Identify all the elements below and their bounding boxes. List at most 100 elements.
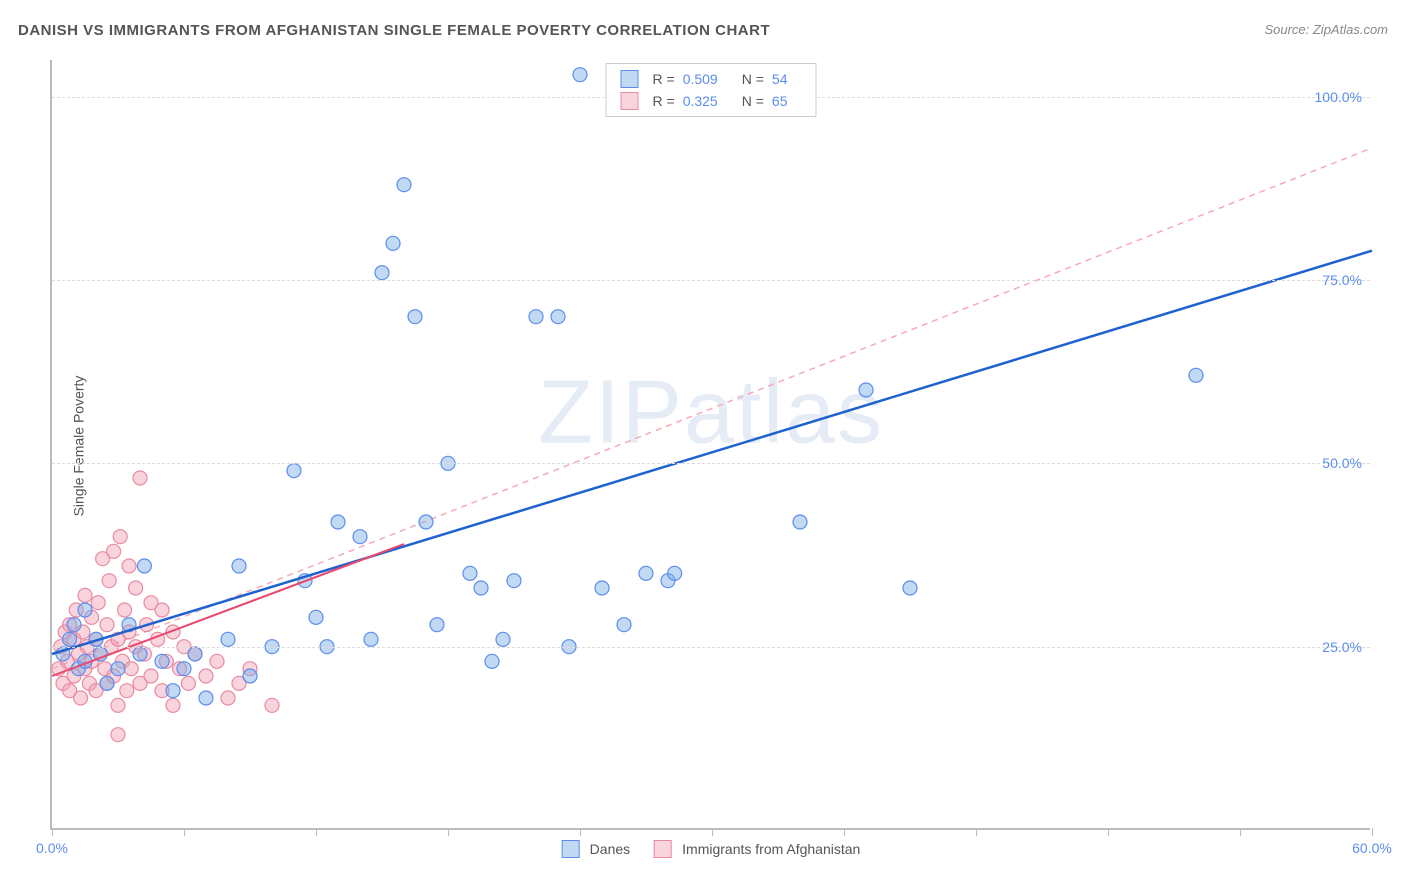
data-point [188, 647, 202, 661]
plot-svg [52, 60, 1370, 828]
data-point [639, 566, 653, 580]
r-value-immigrants: 0.325 [683, 93, 718, 109]
legend-label-danes: Danes [590, 841, 630, 857]
data-point [397, 178, 411, 192]
top-legend: R = 0.509 N = 54 R = 0.325 N = 65 [606, 63, 817, 117]
data-point [120, 684, 134, 698]
bottom-legend: Danes Immigrants from Afghanistan [562, 840, 861, 858]
data-point [573, 68, 587, 82]
data-point [331, 515, 345, 529]
legend-label-immigrants: Immigrants from Afghanistan [682, 841, 860, 857]
source-label: Source: ZipAtlas.com [1264, 22, 1388, 37]
data-point [118, 603, 132, 617]
data-point [111, 662, 125, 676]
data-point [1189, 368, 1203, 382]
data-point [408, 310, 422, 324]
data-point [507, 574, 521, 588]
r-label: R = [653, 93, 675, 109]
data-point [551, 310, 565, 324]
r-value-danes: 0.509 [683, 71, 718, 87]
n-value-immigrants: 65 [772, 93, 788, 109]
swatch-danes-bottom [562, 840, 580, 858]
data-point [67, 618, 81, 632]
swatch-immigrants [621, 92, 639, 110]
data-point [100, 618, 114, 632]
data-point [386, 236, 400, 250]
data-point [91, 596, 105, 610]
data-point [243, 669, 257, 683]
data-point [199, 691, 213, 705]
x-tick [712, 828, 713, 836]
data-point [496, 632, 510, 646]
data-point [166, 684, 180, 698]
data-point [364, 632, 378, 646]
data-point [463, 566, 477, 580]
x-tick [448, 828, 449, 836]
n-value-danes: 54 [772, 71, 788, 87]
data-point [133, 471, 147, 485]
data-point [166, 698, 180, 712]
data-point [111, 728, 125, 742]
gridline [52, 647, 1370, 648]
data-point [287, 464, 301, 478]
chart-title: DANISH VS IMMIGRANTS FROM AFGHANISTAN SI… [18, 22, 770, 39]
data-point [474, 581, 488, 595]
x-tick [184, 828, 185, 836]
data-point [113, 530, 127, 544]
data-point [375, 266, 389, 280]
gridline [52, 463, 1370, 464]
data-point [137, 559, 151, 573]
data-point [595, 581, 609, 595]
x-tick [1240, 828, 1241, 836]
data-point [353, 530, 367, 544]
x-tick [844, 828, 845, 836]
data-point [124, 662, 138, 676]
data-point [221, 691, 235, 705]
data-point [181, 676, 195, 690]
x-tick [580, 828, 581, 836]
swatch-danes [621, 70, 639, 88]
data-point [74, 691, 88, 705]
x-tick [52, 828, 53, 836]
data-point [177, 662, 191, 676]
y-tick-label: 25.0% [1322, 639, 1362, 655]
data-point [144, 669, 158, 683]
data-point [78, 588, 92, 602]
chart-container: DANISH VS IMMIGRANTS FROM AFGHANISTAN SI… [0, 0, 1406, 892]
data-point [221, 632, 235, 646]
data-point [430, 618, 444, 632]
data-point [100, 676, 114, 690]
data-point [309, 610, 323, 624]
data-point [419, 515, 433, 529]
bottom-legend-immigrants: Immigrants from Afghanistan [654, 840, 860, 858]
y-tick-label: 50.0% [1322, 455, 1362, 471]
top-legend-row-danes: R = 0.509 N = 54 [621, 68, 802, 90]
y-tick-label: 100.0% [1315, 89, 1362, 105]
r-label: R = [653, 71, 675, 87]
x-tick-label: 0.0% [36, 840, 68, 856]
data-point [155, 654, 169, 668]
plot-area: ZIPatlas R = 0.509 N = 54 R = 0.325 N = … [50, 60, 1370, 830]
data-point [111, 698, 125, 712]
data-point [155, 603, 169, 617]
data-point [199, 669, 213, 683]
n-label: N = [742, 93, 764, 109]
data-point [617, 618, 631, 632]
data-point [485, 654, 499, 668]
data-point [102, 574, 116, 588]
data-point [232, 559, 246, 573]
swatch-immigrants-bottom [654, 840, 672, 858]
x-tick-label: 60.0% [1352, 840, 1392, 856]
data-point [210, 654, 224, 668]
top-legend-row-immigrants: R = 0.325 N = 65 [621, 90, 802, 112]
data-point [78, 603, 92, 617]
data-point [107, 544, 121, 558]
data-point [529, 310, 543, 324]
x-tick [316, 828, 317, 836]
bottom-legend-danes: Danes [562, 840, 630, 858]
data-point [859, 383, 873, 397]
data-point [903, 581, 917, 595]
n-label: N = [742, 71, 764, 87]
data-point [793, 515, 807, 529]
x-tick [1108, 828, 1109, 836]
